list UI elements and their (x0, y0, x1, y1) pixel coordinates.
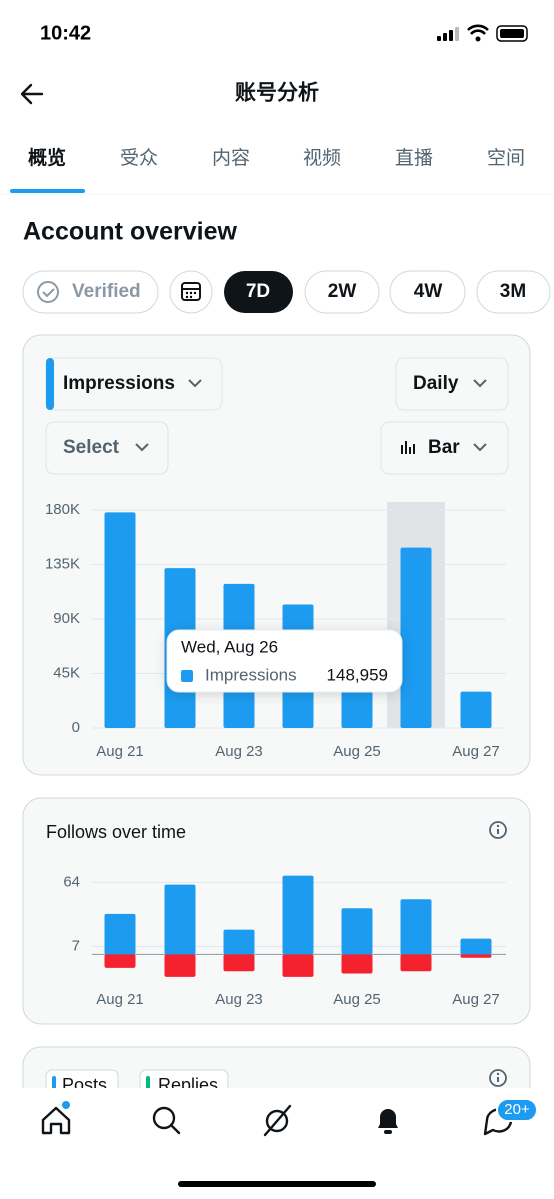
bar (341, 954, 373, 974)
tab[interactable]: 空间 (487, 147, 525, 169)
metric-dropdown[interactable]: Impressions (45, 357, 223, 411)
y-tick-label: 0 (72, 719, 80, 736)
y-tick-label: 7 (72, 937, 80, 954)
filter-2w[interactable]: 2W (304, 270, 380, 314)
nav-search[interactable] (152, 1106, 181, 1135)
tooltip-value: 148,959 (327, 665, 388, 684)
y-tick-label: 180K (45, 501, 80, 518)
bar (223, 929, 255, 955)
bar (400, 954, 432, 972)
y-tick-label: 45K (53, 664, 80, 681)
bar (104, 512, 136, 728)
x-tick-label: Aug 23 (215, 743, 263, 760)
back-button[interactable] (20, 83, 44, 105)
bar (400, 899, 432, 955)
info-icon[interactable] (489, 821, 507, 839)
home-indicator (178, 1181, 376, 1187)
bar (460, 938, 492, 955)
follows-chart: 7 64 Aug 21 Aug 23 Aug 25 Aug 27 (63, 873, 506, 1008)
tooltip-series: Impressions (205, 665, 297, 684)
bottom-nav (0, 1088, 554, 1199)
select-dropdown[interactable]: Select (45, 421, 169, 475)
y-tick-label: 90K (53, 610, 80, 627)
tab[interactable]: 内容 (212, 147, 250, 169)
x-tick-label: Aug 23 (215, 991, 263, 1008)
dropdown-label: Impressions (63, 373, 175, 394)
nav-badge: 20+ (504, 1101, 530, 1118)
bar (104, 913, 136, 955)
filter-7d[interactable]: 7D (224, 271, 293, 313)
x-tick-label: Aug 25 (333, 991, 381, 1008)
y-tick-label: 135K (45, 555, 80, 572)
tooltip-title: Wed, Aug 26 (181, 637, 278, 656)
nav-messages[interactable]: 20+ (483, 1098, 538, 1136)
nav-notifications[interactable] (378, 1109, 398, 1134)
status-icons (437, 24, 528, 42)
x-tick-label: Aug 21 (96, 991, 144, 1008)
x-tick-label: Aug 27 (452, 743, 500, 760)
x-tick-label: Aug 27 (452, 991, 500, 1008)
impressions-chart: 0 45K 90K 135K 180K Aug 21 Aug 23 Aug 25 Aug 27 W… (45, 501, 506, 760)
info-icon[interactable] (489, 1069, 507, 1087)
nav-grok[interactable] (263, 1104, 292, 1137)
card-title: Follows over time (46, 822, 186, 842)
bar (223, 954, 255, 972)
bar (164, 954, 196, 977)
bar (282, 875, 314, 955)
filter-3m[interactable]: 3M (476, 270, 551, 314)
tab[interactable]: 视频 (303, 147, 341, 169)
tooltip: Wed, Aug 26 Impressions 148,959 (166, 629, 403, 693)
x-tick-label: Aug 25 (333, 743, 381, 760)
tab[interactable]: 直播 (395, 147, 433, 169)
filter-label: 2W (328, 281, 357, 302)
x-tick-label: Aug 21 (96, 743, 144, 760)
y-tick-label: 64 (63, 873, 80, 890)
dropdown-label: Select (63, 437, 120, 458)
bar (460, 954, 492, 958)
dropdown-label: Daily (413, 373, 459, 394)
filter-label: 4W (414, 281, 443, 302)
section-title: Account overview (23, 218, 238, 246)
filter-4w[interactable]: 4W (389, 270, 466, 314)
filter-verified[interactable]: Verified (22, 270, 159, 314)
tab[interactable]: 受众 (120, 147, 158, 169)
period-dropdown[interactable]: Daily (395, 357, 509, 411)
bar (341, 908, 373, 955)
filter-label: Verified (72, 281, 141, 302)
tab-bar: 概览 受众 内容 视频 直播 空间 (28, 146, 525, 169)
tab-indicator (10, 189, 85, 193)
status-time: 10:42 (40, 22, 91, 44)
page-title: 账号分析 (235, 81, 319, 105)
filter-label: 3M (500, 281, 526, 302)
dropdown-label: Bar (428, 437, 460, 458)
bar (282, 954, 314, 977)
chart-type-dropdown[interactable]: Bar (380, 421, 509, 475)
bar (400, 547, 432, 728)
filter-calendar[interactable] (169, 270, 213, 314)
filter-label: 7D (246, 281, 270, 302)
bar (460, 691, 492, 728)
tab[interactable]: 概览 (28, 146, 66, 169)
bar (164, 884, 196, 955)
nav-home[interactable] (41, 1101, 71, 1135)
tooltip-swatch (181, 670, 193, 682)
bar (104, 954, 136, 968)
tooltip-box (166, 629, 403, 693)
